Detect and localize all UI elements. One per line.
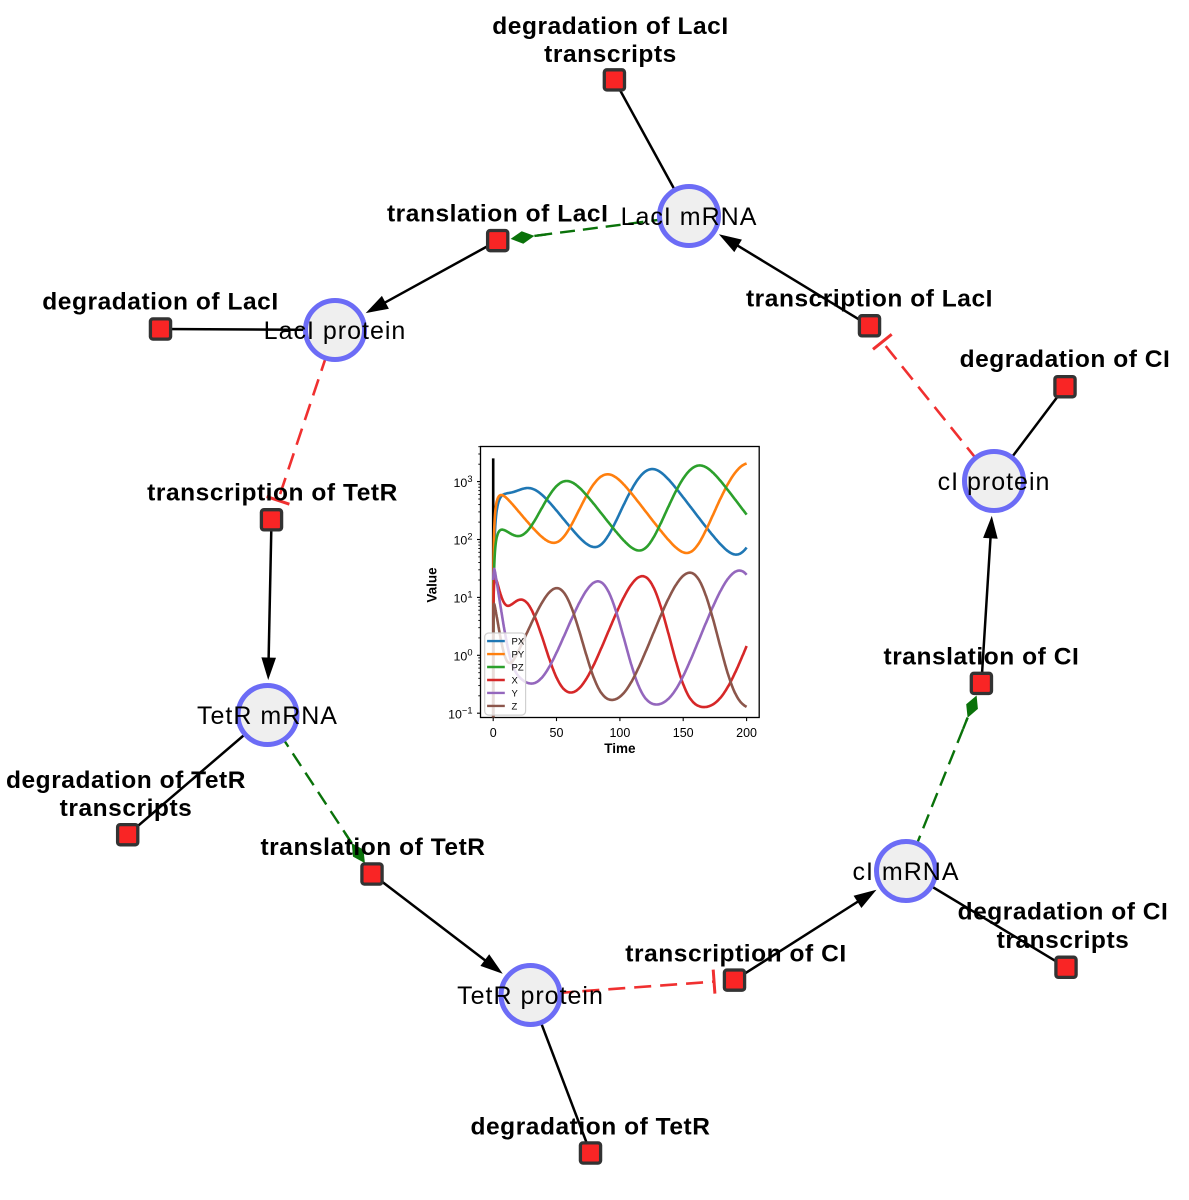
- svg-text:X: X: [512, 676, 519, 687]
- svg-text:translation of LacI: translation of LacI: [387, 200, 608, 227]
- svg-text:Time: Time: [604, 741, 636, 756]
- svg-text:TetR protein: TetR protein: [457, 982, 604, 1010]
- svg-text:Value: Value: [424, 567, 439, 603]
- svg-text:PY: PY: [512, 650, 525, 661]
- svg-text:translation of CI: translation of CI: [883, 643, 1079, 670]
- svg-text:100: 100: [609, 726, 630, 740]
- svg-text:transcripts: transcripts: [544, 41, 677, 68]
- svg-text:transcripts: transcripts: [60, 795, 193, 822]
- svg-text:translation of TetR: translation of TetR: [260, 834, 485, 861]
- svg-text:transcription of TetR: transcription of TetR: [147, 479, 398, 506]
- svg-text:degradation of LacI: degradation of LacI: [42, 288, 278, 315]
- svg-text:PZ: PZ: [512, 663, 524, 674]
- svg-text:Z: Z: [512, 701, 518, 712]
- svg-text:PX: PX: [512, 637, 525, 648]
- svg-text:transcripts: transcripts: [997, 927, 1130, 954]
- svg-text:transcription of LacI: transcription of LacI: [746, 285, 993, 312]
- svg-text:Y: Y: [512, 688, 519, 699]
- svg-text:degradation of CI: degradation of CI: [958, 898, 1169, 925]
- svg-text:cI mRNA: cI mRNA: [853, 858, 960, 886]
- svg-text:TetR mRNA: TetR mRNA: [197, 702, 338, 730]
- svg-text:transcription of CI: transcription of CI: [625, 940, 846, 967]
- svg-text:degradation of LacI: degradation of LacI: [492, 13, 728, 40]
- svg-text:degradation of CI: degradation of CI: [960, 346, 1171, 373]
- svg-text:150: 150: [673, 726, 694, 740]
- svg-text:cI protein: cI protein: [938, 468, 1051, 496]
- svg-text:degradation of TetR: degradation of TetR: [470, 1114, 710, 1141]
- svg-text:50: 50: [550, 726, 564, 740]
- svg-text:LacI mRNA: LacI mRNA: [621, 203, 758, 231]
- svg-text:LacI protein: LacI protein: [264, 317, 407, 345]
- svg-text:0: 0: [490, 726, 497, 740]
- svg-text:200: 200: [736, 726, 757, 740]
- svg-text:degradation of TetR: degradation of TetR: [6, 767, 246, 794]
